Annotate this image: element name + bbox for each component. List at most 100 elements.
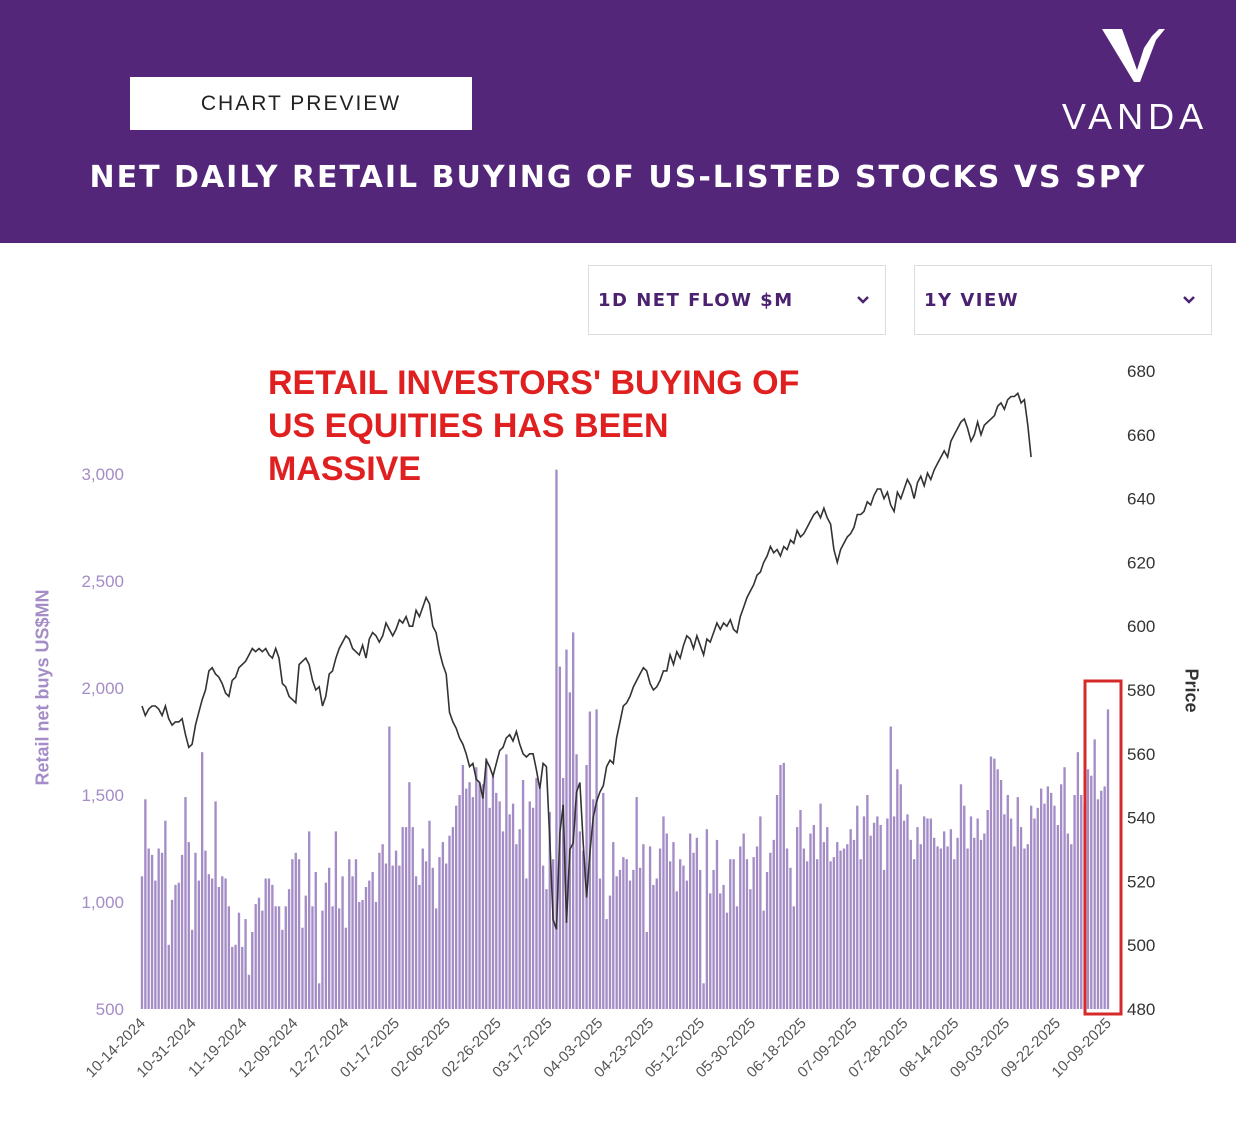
bar: [785, 848, 789, 1009]
range-dropdown[interactable]: 1Y VIEW: [914, 265, 1212, 335]
bar: [217, 887, 221, 1009]
bar: [979, 839, 983, 1009]
bar: [1036, 807, 1039, 1009]
bar: [796, 827, 799, 1009]
bar: [986, 810, 989, 1009]
bar: [1046, 786, 1050, 1009]
bar: [859, 859, 862, 1009]
spy-price-line: [141, 391, 1032, 930]
bar: [1100, 790, 1103, 1009]
bar: [605, 919, 608, 1009]
bar: [277, 906, 281, 1009]
left-tick-label: 500: [96, 1000, 124, 1019]
bar: [712, 869, 715, 1009]
bar: [909, 839, 912, 1009]
bar: [1043, 803, 1046, 1009]
bar: [311, 906, 314, 1009]
x-axis-ticks: 10-14-202410-31-202411-19-202412-09-2024…: [83, 1015, 1115, 1081]
bar: [241, 946, 244, 1009]
bar: [969, 816, 973, 1009]
bar: [648, 846, 652, 1009]
right-tick-label: 520: [1127, 872, 1155, 891]
bar: [314, 872, 317, 1009]
bar: [364, 887, 368, 1009]
bar: [598, 878, 602, 1009]
bar: [445, 863, 448, 1009]
bar: [832, 857, 836, 1009]
right-tick-label: 600: [1127, 617, 1155, 636]
bar: [414, 876, 418, 1009]
bar: [471, 797, 475, 1009]
bar: [809, 833, 812, 1009]
bar: [541, 865, 545, 1009]
bar: [829, 861, 832, 1009]
bar: [458, 795, 461, 1009]
bar: [351, 876, 354, 1009]
bar: [595, 709, 598, 1009]
bar: [882, 869, 886, 1009]
bar: [254, 904, 257, 1009]
bar: [1103, 786, 1106, 1009]
retail-vs-spy-chart: 500 1,000 1,500 2,000 2,500 3,000 480 500 520 54…: [81, 362, 1155, 1081]
bar: [682, 865, 685, 1009]
right-axis-ticks: 480 500 520 540 560 580 600 620 640 660 680: [1127, 362, 1155, 1019]
range-dropdown-value: 1Y VIEW: [924, 289, 1020, 311]
bar: [866, 795, 869, 1009]
bar: [328, 867, 331, 1009]
bar: [732, 859, 735, 1009]
bar: [1026, 844, 1029, 1009]
bar: [478, 782, 481, 1009]
metric-dropdown[interactable]: 1D NET FLOW $M: [588, 265, 886, 335]
bar: [913, 859, 916, 1009]
bar: [435, 908, 438, 1009]
left-tick-label: 2,500: [81, 572, 124, 591]
bar: [424, 861, 428, 1009]
bar: [398, 865, 401, 1009]
bar: [408, 782, 411, 1009]
bar: [749, 889, 752, 1009]
bar: [1003, 814, 1006, 1009]
bar: [946, 846, 949, 1009]
bar: [354, 859, 358, 1009]
bar: [822, 842, 826, 1009]
bar: [976, 818, 979, 1009]
bar: [221, 876, 224, 1009]
bar: [264, 878, 267, 1009]
bar: [428, 820, 431, 1009]
bar: [769, 852, 772, 1009]
bar: [281, 929, 284, 1009]
bar: [872, 822, 876, 1009]
bar: [1063, 767, 1066, 1009]
left-tick-label: 1,500: [81, 786, 124, 805]
bar: [1053, 805, 1056, 1009]
left-tick-label: 2,000: [81, 679, 124, 698]
bar: [197, 880, 201, 1009]
bar: [719, 893, 722, 1009]
bar: [906, 814, 909, 1009]
bar: [421, 848, 424, 1009]
bar: [194, 852, 197, 1009]
chevron-down-icon: [1183, 296, 1195, 304]
bar: [371, 872, 374, 1009]
bar-series: [140, 469, 1110, 1009]
bar: [1013, 846, 1016, 1009]
bar: [999, 780, 1003, 1009]
bar: [689, 833, 692, 1009]
bar: [1019, 827, 1023, 1009]
bar: [528, 801, 531, 1009]
bar: [658, 848, 662, 1009]
bar: [438, 857, 441, 1009]
bar: [291, 859, 294, 1009]
bar: [792, 906, 795, 1009]
bar: [231, 946, 234, 1009]
bar: [846, 844, 849, 1009]
annotation-line: RETAIL INVESTORS' BUYING OF: [268, 364, 800, 402]
right-tick-label: 640: [1127, 490, 1155, 509]
bar: [849, 829, 852, 1009]
annotation-line: MASSIVE: [268, 450, 422, 488]
right-tick-label: 680: [1127, 362, 1155, 381]
bar: [191, 929, 194, 1009]
bar: [287, 889, 291, 1009]
bar: [154, 880, 157, 1009]
bar: [869, 835, 872, 1009]
